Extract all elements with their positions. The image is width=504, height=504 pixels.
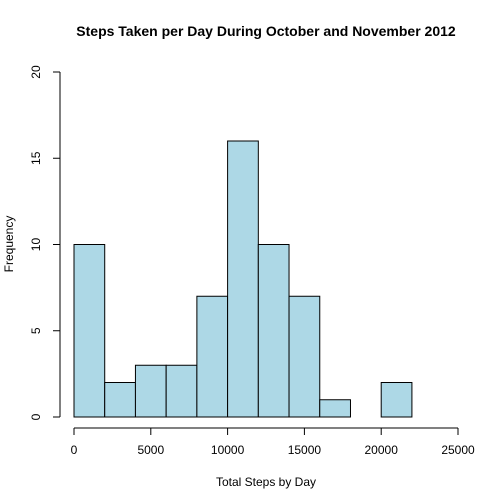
x-tick-label: 15000 — [288, 443, 322, 457]
histogram-bar — [73, 244, 106, 418]
y-axis: 0 5 10 15 20 — [29, 65, 61, 420]
x-axis-label: Total Steps by Day — [216, 475, 316, 489]
x-tick-label: 5000 — [137, 443, 164, 457]
chart-title: Steps Taken per Day During October and N… — [76, 23, 456, 39]
y-tick-label: 15 — [29, 151, 43, 165]
histogram-bar — [288, 295, 321, 418]
x-tick-label: 0 — [71, 443, 78, 457]
histogram-bar — [257, 244, 290, 418]
x-tick-label: 20000 — [365, 443, 399, 457]
histogram-bar — [196, 295, 229, 418]
histogram-bar — [319, 399, 351, 418]
histogram-bar — [165, 364, 198, 418]
y-tick-label: 20 — [29, 65, 43, 79]
y-axis-label: Frequency — [2, 216, 16, 273]
histogram-bar — [104, 382, 136, 418]
y-tick-label: 0 — [29, 413, 43, 420]
x-tick-label: 25000 — [441, 443, 475, 457]
y-tick-label: 5 — [29, 327, 43, 334]
x-axis: 0 5000 10000 15000 20000 25000 — [71, 427, 475, 457]
x-tick-label: 10000 — [211, 443, 245, 457]
y-tick-label: 10 — [29, 238, 43, 252]
histogram-bar — [380, 382, 413, 418]
bars-group — [73, 140, 413, 418]
histogram-bar — [227, 140, 259, 418]
histogram-bar — [134, 364, 167, 418]
